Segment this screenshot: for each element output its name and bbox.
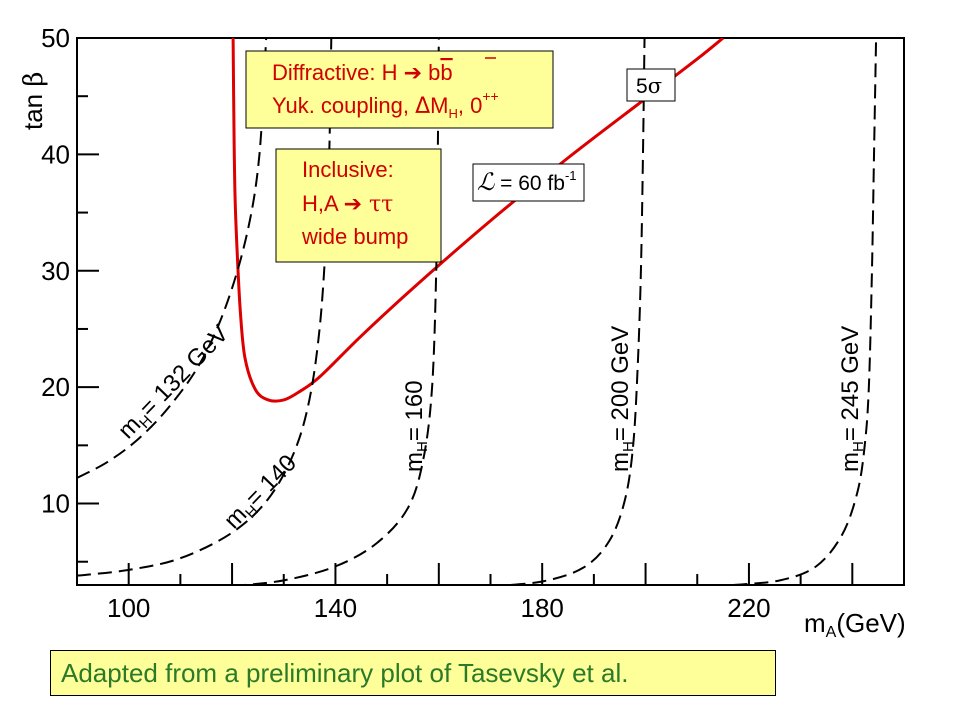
luminosity-box <box>472 163 585 202</box>
inclusive-line1: Inclusive: <box>302 157 394 182</box>
mh-132-label: mH= 132 GeV <box>113 320 236 446</box>
y-tick-label: 40 <box>41 139 70 169</box>
mh-dashed-curve <box>733 38 878 585</box>
five-sigma-label: 5σ <box>636 74 662 98</box>
caption: Adapted from a preliminary plot of Tasev… <box>50 650 776 696</box>
x-tick-label: 180 <box>520 593 563 623</box>
y-tick-label: 30 <box>41 256 70 286</box>
diffractive-line2: Yuk. coupling, ΔMH, 0++ <box>272 88 499 121</box>
y-tick-label: 20 <box>41 372 70 402</box>
diffractive-box <box>245 50 554 129</box>
diffractive-line1: Diffractive: H ➔ bb <box>272 60 453 86</box>
inclusive-line2: H,A ➔ ττ <box>302 191 393 217</box>
mh-160-label: mH= 160 <box>401 380 431 472</box>
inclusive-line3: wide bump <box>301 224 408 249</box>
luminosity-label: ℒ = 60 fb-1 <box>477 168 577 196</box>
mh-200-label: mH= 200 GeV <box>607 326 637 472</box>
x-tick-label: 100 <box>107 593 150 623</box>
inclusive-box <box>275 148 442 263</box>
mh-dashed-curve <box>77 38 268 479</box>
y-tick-label: 10 <box>41 489 70 519</box>
mh-140-label: mH= 140 <box>219 450 304 537</box>
y-tick-label: 50 <box>41 23 70 53</box>
five-sigma-box <box>626 68 676 102</box>
five-sigma-contour-curve <box>231 38 725 403</box>
y-axis-title: tan β <box>18 72 49 130</box>
x-tick-label: 140 <box>314 593 357 623</box>
x-tick-label: 220 <box>727 593 770 623</box>
mh-245-label: mH= 245 GeV <box>837 326 867 472</box>
mh-dashed-curve <box>492 38 646 585</box>
x-axis-title: mA(GeV) <box>804 608 906 641</box>
